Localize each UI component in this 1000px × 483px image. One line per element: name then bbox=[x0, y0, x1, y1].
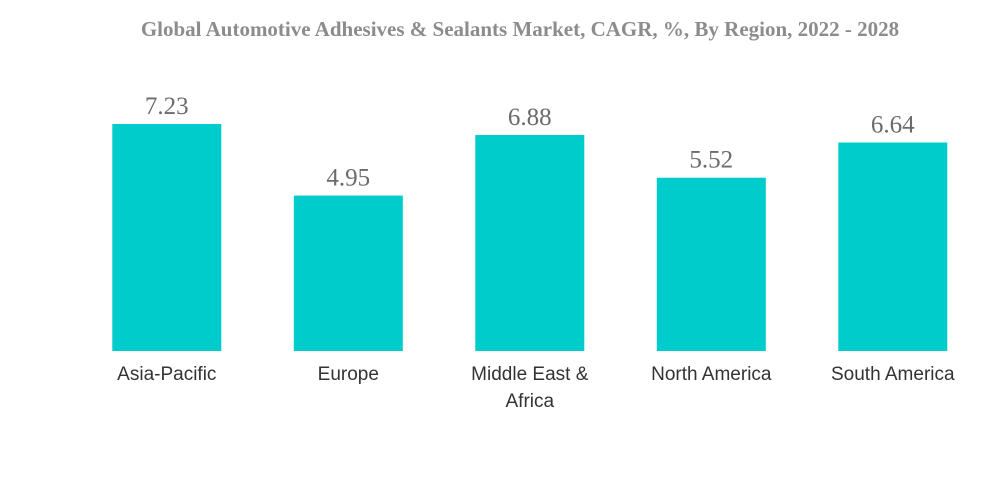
bar bbox=[656, 177, 766, 351]
data-label: 4.95 bbox=[326, 165, 370, 192]
category-label: Asia-Pacific bbox=[117, 364, 216, 385]
bar bbox=[838, 142, 948, 351]
category-label: Middle East & Africa bbox=[471, 364, 589, 412]
category-label: Europe bbox=[318, 364, 379, 385]
category-label: North America bbox=[651, 364, 772, 385]
data-label: 6.88 bbox=[508, 104, 552, 131]
data-label: 6.64 bbox=[871, 112, 915, 139]
bar bbox=[293, 195, 403, 351]
category-label: South America bbox=[831, 364, 955, 385]
data-label: 7.23 bbox=[145, 93, 189, 120]
chart-title: Global Automotive Adhesives & Sealants M… bbox=[140, 17, 900, 41]
data-label: 5.52 bbox=[689, 147, 733, 174]
bar bbox=[112, 124, 222, 351]
bar bbox=[475, 135, 585, 351]
